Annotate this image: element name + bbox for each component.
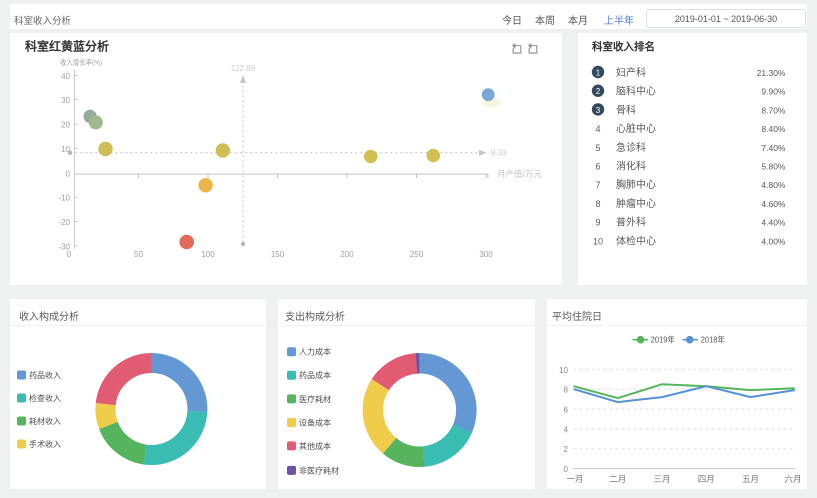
svg-text:科室红黄蓝分析: 科室红黄蓝分析 (25, 39, 109, 54)
svg-text:9.90%: 9.90% (761, 87, 786, 97)
svg-text:4.00%: 4.00% (761, 236, 786, 246)
svg-text:122.89: 122.89 (231, 64, 256, 73)
svg-text:脑科中心: 脑科中心 (616, 85, 656, 98)
svg-text:胸肺中心: 胸肺中心 (616, 178, 656, 191)
svg-text:心脏中心: 心脏中心 (616, 122, 656, 135)
svg-text:3: 3 (596, 106, 601, 115)
svg-text:六月: 六月 (784, 474, 801, 484)
svg-text:一月: 一月 (566, 474, 583, 484)
svg-text:4.80%: 4.80% (761, 180, 786, 190)
svg-text:300: 300 (479, 250, 493, 259)
svg-text:妇产科: 妇产科 (616, 66, 646, 79)
svg-text:7.40%: 7.40% (761, 143, 786, 153)
svg-text:三月: 三月 (653, 474, 670, 484)
svg-text:30: 30 (61, 96, 70, 105)
svg-text:-20: -20 (58, 218, 70, 227)
svg-text:6: 6 (595, 162, 600, 172)
svg-text:耗材收入: 耗材收入 (29, 416, 61, 426)
svg-text:体检中心: 体检中心 (616, 234, 656, 247)
svg-text:250: 250 (410, 250, 424, 259)
svg-text:5.80%: 5.80% (761, 162, 786, 172)
svg-text:4.60%: 4.60% (761, 199, 786, 209)
svg-text:200: 200 (340, 250, 354, 259)
svg-text:20: 20 (61, 121, 70, 130)
svg-text:收入增长率(%): 收入增长率(%) (60, 57, 102, 67)
svg-text:-30: -30 (58, 242, 70, 251)
svg-text:150: 150 (271, 250, 285, 259)
svg-text:其他成本: 其他成本 (299, 441, 331, 451)
svg-text:4: 4 (595, 124, 600, 134)
svg-text:9: 9 (595, 218, 600, 228)
svg-text:医疗耗材: 医疗耗材 (299, 394, 331, 404)
svg-text:消化科: 消化科 (616, 160, 646, 173)
svg-text:8.40%: 8.40% (761, 124, 786, 134)
svg-text:0: 0 (66, 169, 71, 178)
svg-text:2: 2 (596, 87, 601, 96)
svg-text:21.30%: 21.30% (757, 68, 786, 78)
svg-text:人力成本: 人力成本 (299, 347, 331, 357)
svg-text:50: 50 (134, 250, 143, 259)
svg-text:40: 40 (61, 72, 70, 81)
svg-text:1: 1 (596, 69, 601, 78)
svg-text:100: 100 (201, 250, 215, 259)
svg-text:7: 7 (595, 180, 600, 190)
svg-text:肿瘤中心: 肿瘤中心 (616, 197, 656, 210)
svg-text:4.40%: 4.40% (761, 218, 786, 228)
svg-text:4: 4 (564, 425, 569, 434)
svg-text:6: 6 (564, 406, 569, 415)
svg-text:10: 10 (61, 145, 70, 154)
svg-text:五月: 五月 (742, 474, 759, 484)
svg-text:0: 0 (564, 465, 569, 474)
svg-text:8: 8 (564, 386, 569, 395)
svg-text:8: 8 (595, 199, 600, 209)
svg-text:非医疗耗材: 非医疗耗材 (299, 465, 339, 475)
svg-text:普外科: 普外科 (616, 216, 646, 229)
svg-text:四月: 四月 (698, 474, 715, 484)
svg-text:2018年: 2018年 (701, 335, 725, 345)
svg-text:8.33: 8.33 (491, 149, 507, 158)
svg-text:10: 10 (593, 236, 603, 246)
svg-text:月产值/万元: 月产值/万元 (497, 169, 542, 179)
svg-text:检查收入: 检查收入 (29, 393, 61, 403)
svg-text:-10: -10 (58, 194, 70, 203)
svg-text:设备成本: 设备成本 (299, 418, 331, 428)
svg-text:8.70%: 8.70% (761, 105, 786, 115)
svg-text:2019年: 2019年 (651, 335, 675, 345)
svg-text:药品收入: 药品收入 (29, 370, 61, 380)
svg-text:10: 10 (559, 366, 568, 375)
svg-text:2: 2 (564, 445, 569, 454)
svg-text:药品成本: 药品成本 (299, 370, 331, 380)
svg-text:急诊科: 急诊科 (616, 141, 646, 154)
svg-text:0: 0 (67, 250, 72, 259)
svg-text:手术收入: 手术收入 (29, 439, 61, 449)
svg-text:二月: 二月 (609, 474, 626, 484)
svg-text:骨科: 骨科 (616, 103, 636, 116)
svg-text:5: 5 (595, 143, 600, 153)
